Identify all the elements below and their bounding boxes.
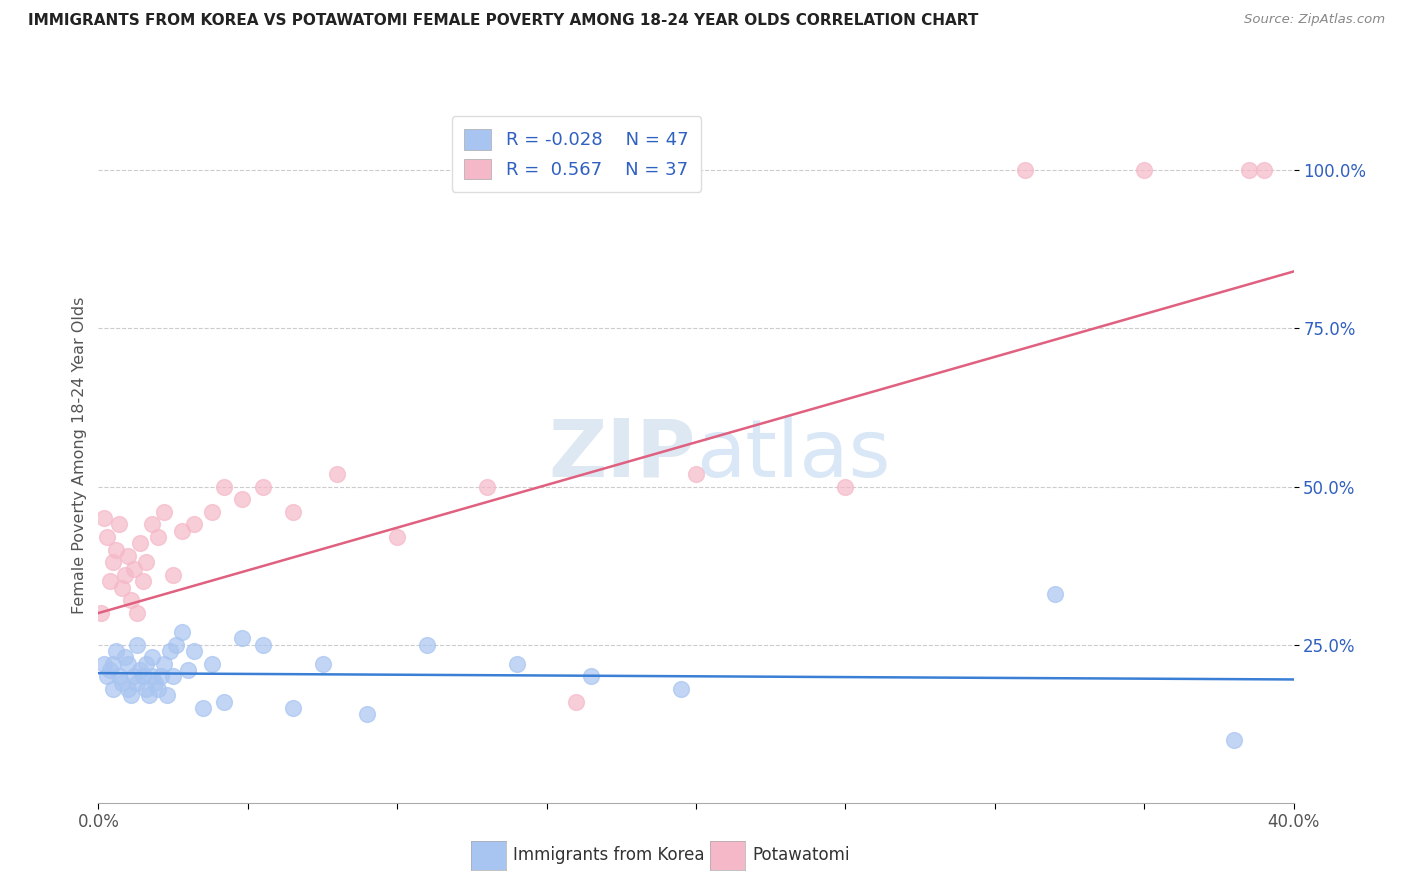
Point <box>153 505 176 519</box>
Point <box>165 638 187 652</box>
Point <box>93 657 115 671</box>
Y-axis label: Female Poverty Among 18-24 Year Olds: Female Poverty Among 18-24 Year Olds <box>72 296 87 614</box>
Point <box>127 606 149 620</box>
Point <box>1237 163 1260 178</box>
Point <box>108 669 131 683</box>
Point <box>127 675 149 690</box>
Point <box>506 657 529 671</box>
Point <box>120 593 142 607</box>
Point <box>103 681 125 696</box>
Point <box>162 568 184 582</box>
Point <box>103 556 125 570</box>
Point <box>127 638 149 652</box>
Point <box>326 467 349 481</box>
Point <box>96 669 118 683</box>
Point <box>135 681 157 696</box>
Point <box>141 517 163 532</box>
Point <box>281 701 304 715</box>
Point <box>105 542 128 557</box>
Point <box>98 663 122 677</box>
Point <box>581 669 603 683</box>
Point <box>111 675 134 690</box>
Point <box>132 669 155 683</box>
Legend: R = -0.028    N = 47, R =  0.567    N = 37: R = -0.028 N = 47, R = 0.567 N = 37 <box>451 116 702 192</box>
Point <box>177 663 200 677</box>
Point <box>124 562 146 576</box>
Point <box>129 663 152 677</box>
Point <box>1223 732 1246 747</box>
Point <box>98 574 122 589</box>
Text: IMMIGRANTS FROM KOREA VS POTAWATOMI FEMALE POVERTY AMONG 18-24 YEAR OLDS CORRELA: IMMIGRANTS FROM KOREA VS POTAWATOMI FEMA… <box>28 13 979 29</box>
Point <box>105 644 128 658</box>
Point <box>150 669 173 683</box>
Point <box>669 681 692 696</box>
Point <box>201 657 224 671</box>
Point <box>117 657 139 671</box>
Point <box>111 581 134 595</box>
Point <box>153 657 176 671</box>
Point <box>685 467 707 481</box>
Text: atlas: atlas <box>696 416 890 494</box>
Point <box>162 669 184 683</box>
Point <box>1043 587 1066 601</box>
Point <box>138 688 160 702</box>
Point <box>114 650 136 665</box>
Point <box>141 669 163 683</box>
Point <box>231 492 253 507</box>
Point <box>212 695 235 709</box>
Point <box>129 536 152 550</box>
Point <box>416 638 439 652</box>
Point <box>96 530 118 544</box>
Text: Immigrants from Korea: Immigrants from Korea <box>513 847 704 864</box>
Point <box>281 505 304 519</box>
Point <box>201 505 224 519</box>
Point <box>135 556 157 570</box>
Point <box>159 644 181 658</box>
Point <box>132 574 155 589</box>
Point <box>103 657 125 671</box>
Point <box>475 479 498 493</box>
Point <box>120 688 142 702</box>
Point <box>1133 163 1156 178</box>
Point <box>311 657 333 671</box>
Text: Potawatomi: Potawatomi <box>752 847 849 864</box>
Point <box>90 606 112 620</box>
Point <box>156 688 179 702</box>
Point <box>385 530 409 544</box>
Point <box>231 632 253 646</box>
Point <box>183 644 205 658</box>
Point <box>117 549 139 563</box>
Point <box>1253 163 1275 178</box>
Point <box>172 625 194 640</box>
Point <box>108 517 131 532</box>
Point <box>565 695 588 709</box>
Point <box>93 511 115 525</box>
Point <box>148 681 170 696</box>
Point <box>172 524 194 538</box>
Point <box>191 701 214 715</box>
Point <box>183 517 205 532</box>
Point <box>252 638 274 652</box>
Point <box>141 650 163 665</box>
Point <box>1014 163 1036 178</box>
Point <box>356 707 378 722</box>
Point <box>834 479 856 493</box>
Point <box>117 681 139 696</box>
Point <box>252 479 274 493</box>
Point <box>148 530 170 544</box>
Point <box>114 568 136 582</box>
Text: ZIP: ZIP <box>548 416 696 494</box>
Point <box>124 669 146 683</box>
Point <box>135 657 157 671</box>
Point <box>212 479 235 493</box>
Text: Source: ZipAtlas.com: Source: ZipAtlas.com <box>1244 13 1385 27</box>
Point <box>143 675 166 690</box>
